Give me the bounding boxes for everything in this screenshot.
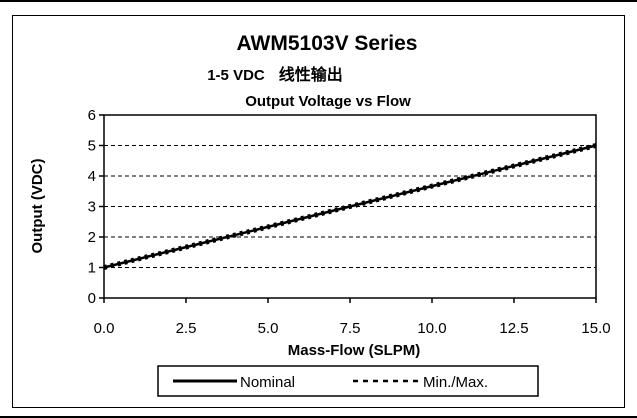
y-axis-label: Output (VDC) [29,159,46,254]
x-tick-label: 2.5 [176,320,197,337]
x-tick-labels: 0.0 2.5 5.0 7.5 10.0 12.5 15.0 [94,320,611,337]
legend: Nominal Min./Max. [157,365,539,397]
y-tick-labels: 0 1 2 3 4 5 6 [88,107,96,307]
y-tick-label: 5 [88,138,96,155]
legend-label-nominal: Nominal [240,374,295,391]
plot-title: Output Voltage vs Flow [245,93,411,110]
x-tick-label: 10.0 [417,320,446,337]
legend-label-minmax: Min./Max. [423,374,488,391]
y-tick-label: 0 [88,290,96,307]
subtitle-chinese: 线性输出 [279,65,343,84]
subtitle-bold: 1-5 VDC [207,67,265,84]
chart-title: AWM5103V Series [237,32,418,55]
y-tick-label: 2 [88,229,96,246]
y-tick-label: 1 [88,260,96,277]
x-tick-label: 12.5 [499,320,528,337]
y-tick-label: 4 [88,168,96,185]
grid-lines [99,114,597,303]
plot-area [103,114,597,299]
x-tick-label: 0.0 [94,320,115,337]
x-tick-label: 15.0 [581,320,610,337]
chart-subtitle: 1-5 VDC 线性输出 [207,65,343,84]
x-tick-label: 7.5 [340,320,361,337]
y-tick-label: 6 [88,107,96,124]
y-tick-label: 3 [88,199,96,216]
x-tick-label: 5.0 [258,320,279,337]
series-layer [103,143,597,270]
x-axis-label: Mass-Flow (SLPM) [288,342,421,359]
chart-container [12,15,625,408]
plot-axes [103,114,597,299]
